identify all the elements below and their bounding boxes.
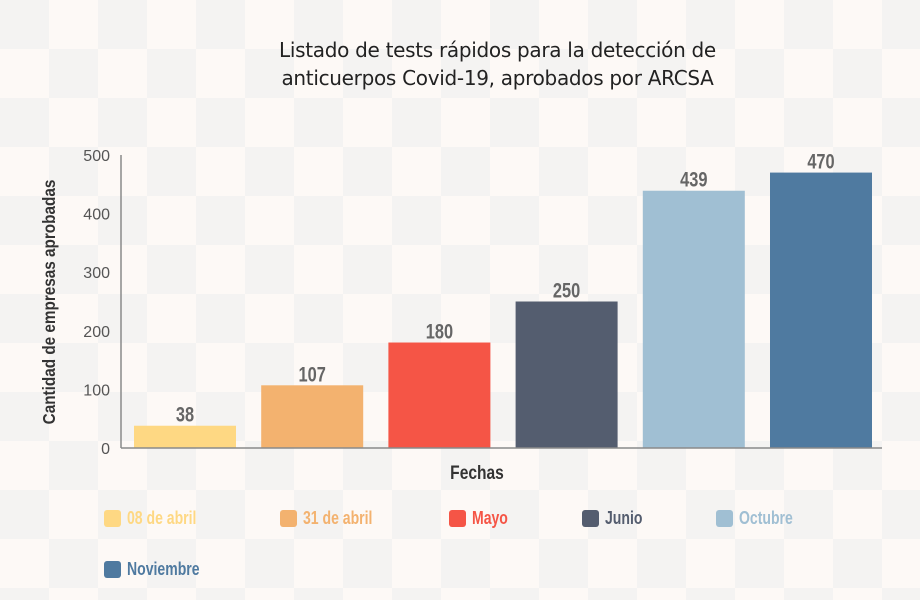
bar-data-label: 439 (680, 168, 707, 191)
bar-junio (515, 301, 618, 448)
x-axis-label: Fechas (450, 462, 504, 484)
legend-swatch (582, 510, 599, 527)
y-tick-label: 300 (83, 265, 110, 282)
legend-swatch (104, 510, 121, 527)
y-tick-label: 400 (83, 207, 110, 224)
chart-title-line-1: Listado de tests rápidos para la detecci… (279, 38, 716, 62)
bar-data-label: 180 (426, 320, 453, 343)
legend-label: 31 de abril (303, 508, 373, 528)
bar-data-label: 107 (299, 362, 326, 385)
bar-08-de-abril (134, 425, 236, 448)
y-axis-label: Cantidad de empresas aprobadas (39, 180, 59, 425)
legend-label: Octubre (739, 508, 793, 528)
chart-title: Listado de tests rápidos para la detecci… (0, 36, 920, 92)
bar-noviembre (770, 172, 872, 448)
legend-label: Junio (605, 508, 643, 528)
legend-item[interactable]: 08 de abril (104, 508, 216, 529)
y-tick-label: 500 (83, 148, 110, 165)
legend-item[interactable]: Mayo (449, 508, 518, 529)
bar-mayo (388, 342, 491, 448)
bar-data-label: 38 (176, 403, 194, 426)
legend-label: Noviembre (127, 559, 200, 579)
legend-label: Mayo (472, 508, 508, 528)
bar-31-de-abril (261, 385, 364, 448)
legend-swatch (716, 510, 733, 527)
legend-label: 08 de abril (127, 508, 197, 528)
legend-item[interactable]: Noviembre (104, 559, 220, 580)
bar-data-label: 250 (553, 279, 580, 302)
legend-item[interactable]: 31 de abril (280, 508, 392, 529)
legend-item[interactable]: Junio (582, 508, 653, 529)
bar-octubre (642, 190, 745, 448)
y-tick-label: 0 (101, 441, 110, 458)
legend-item[interactable]: Octubre (716, 508, 808, 529)
legend-swatch (449, 510, 466, 527)
legend-swatch (104, 561, 121, 578)
legend-swatch (280, 510, 297, 527)
chart-title-line-2: anticuerpos Covid-19, aprobados por ARCS… (281, 66, 714, 90)
bar-data-label: 470 (807, 150, 834, 173)
y-tick-label: 100 (83, 382, 110, 399)
y-tick-label: 200 (83, 324, 110, 341)
